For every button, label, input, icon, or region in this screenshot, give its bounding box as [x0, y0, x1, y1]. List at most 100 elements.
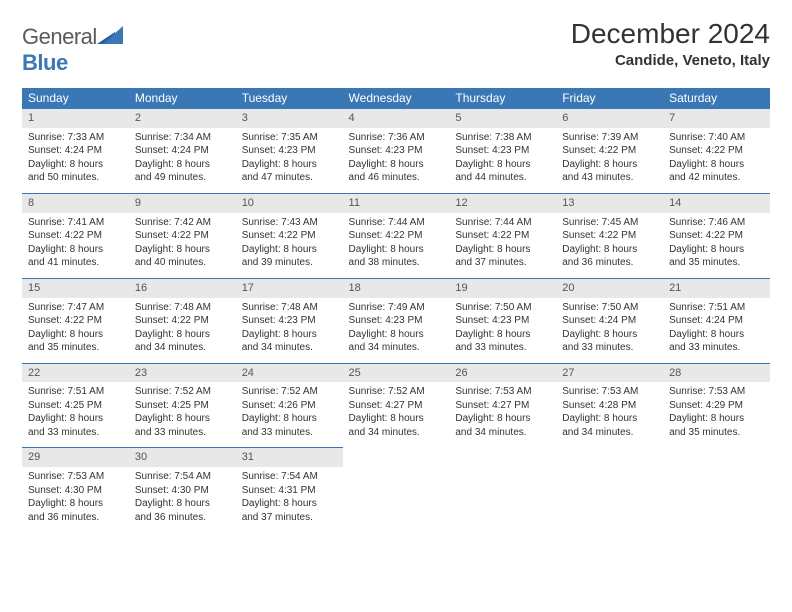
sunrise-text: Sunrise: 7:50 AM — [455, 301, 550, 315]
logo: GeneralBlue — [22, 18, 123, 76]
sunset-text: Sunset: 4:24 PM — [669, 314, 764, 328]
daylight-text-2: and 36 minutes. — [562, 256, 657, 270]
daylight-text-1: Daylight: 8 hours — [562, 243, 657, 257]
day-body: Sunrise: 7:45 AMSunset: 4:22 PMDaylight:… — [556, 213, 663, 278]
sunrise-text: Sunrise: 7:40 AM — [669, 131, 764, 145]
calendar-cell: 13Sunrise: 7:45 AMSunset: 4:22 PMDayligh… — [556, 193, 663, 278]
day-body: Sunrise: 7:35 AMSunset: 4:23 PMDaylight:… — [236, 128, 343, 193]
daylight-text-1: Daylight: 8 hours — [28, 158, 123, 172]
sunrise-text: Sunrise: 7:52 AM — [135, 385, 230, 399]
sunrise-text: Sunrise: 7:54 AM — [135, 470, 230, 484]
sunrise-text: Sunrise: 7:46 AM — [669, 216, 764, 230]
sunrise-text: Sunrise: 7:39 AM — [562, 131, 657, 145]
sunset-text: Sunset: 4:24 PM — [562, 314, 657, 328]
title-block: December 2024 Candide, Veneto, Italy — [571, 18, 770, 69]
daylight-text-1: Daylight: 8 hours — [28, 412, 123, 426]
logo-mark-icon — [97, 24, 123, 50]
daylight-text-1: Daylight: 8 hours — [562, 158, 657, 172]
day-number: 22 — [22, 363, 129, 383]
weekday-header: Thursday — [449, 88, 556, 108]
day-body: Sunrise: 7:48 AMSunset: 4:22 PMDaylight:… — [129, 298, 236, 363]
daylight-text-2: and 33 minutes. — [562, 341, 657, 355]
day-number: 25 — [343, 363, 450, 383]
daylight-text-2: and 33 minutes. — [455, 341, 550, 355]
sunset-text: Sunset: 4:22 PM — [562, 229, 657, 243]
sunrise-text: Sunrise: 7:42 AM — [135, 216, 230, 230]
daylight-text-2: and 46 minutes. — [349, 171, 444, 185]
calendar-cell — [663, 447, 770, 532]
sunrise-text: Sunrise: 7:33 AM — [28, 131, 123, 145]
daylight-text-1: Daylight: 8 hours — [455, 412, 550, 426]
day-number: 13 — [556, 193, 663, 213]
day-number: 19 — [449, 278, 556, 298]
calendar-cell — [449, 447, 556, 532]
day-body: Sunrise: 7:53 AMSunset: 4:28 PMDaylight:… — [556, 382, 663, 447]
day-number: 11 — [343, 193, 450, 213]
weekday-header: Sunday — [22, 88, 129, 108]
daylight-text-1: Daylight: 8 hours — [135, 243, 230, 257]
calendar-cell: 9Sunrise: 7:42 AMSunset: 4:22 PMDaylight… — [129, 193, 236, 278]
daylight-text-2: and 33 minutes. — [28, 426, 123, 440]
calendar-cell: 1Sunrise: 7:33 AMSunset: 4:24 PMDaylight… — [22, 108, 129, 193]
weekday-header: Monday — [129, 88, 236, 108]
sunrise-text: Sunrise: 7:38 AM — [455, 131, 550, 145]
sunrise-text: Sunrise: 7:45 AM — [562, 216, 657, 230]
weekday-header: Saturday — [663, 88, 770, 108]
sunset-text: Sunset: 4:22 PM — [28, 314, 123, 328]
sunset-text: Sunset: 4:23 PM — [455, 314, 550, 328]
page: GeneralBlue December 2024 Candide, Venet… — [0, 0, 792, 550]
sunrise-text: Sunrise: 7:53 AM — [28, 470, 123, 484]
sunrise-text: Sunrise: 7:48 AM — [135, 301, 230, 315]
daylight-text-2: and 39 minutes. — [242, 256, 337, 270]
sunset-text: Sunset: 4:27 PM — [349, 399, 444, 413]
sunrise-text: Sunrise: 7:54 AM — [242, 470, 337, 484]
daylight-text-1: Daylight: 8 hours — [349, 328, 444, 342]
day-body: Sunrise: 7:52 AMSunset: 4:27 PMDaylight:… — [343, 382, 450, 447]
daylight-text-2: and 33 minutes. — [135, 426, 230, 440]
sunrise-text: Sunrise: 7:51 AM — [28, 385, 123, 399]
daylight-text-1: Daylight: 8 hours — [455, 328, 550, 342]
sunset-text: Sunset: 4:31 PM — [242, 484, 337, 498]
daylight-text-1: Daylight: 8 hours — [242, 497, 337, 511]
weekday-header: Friday — [556, 88, 663, 108]
day-body: Sunrise: 7:51 AMSunset: 4:25 PMDaylight:… — [22, 382, 129, 447]
daylight-text-2: and 35 minutes. — [669, 426, 764, 440]
daylight-text-1: Daylight: 8 hours — [28, 328, 123, 342]
daylight-text-2: and 42 minutes. — [669, 171, 764, 185]
daylight-text-1: Daylight: 8 hours — [669, 243, 764, 257]
calendar-cell: 30Sunrise: 7:54 AMSunset: 4:30 PMDayligh… — [129, 447, 236, 532]
day-body: Sunrise: 7:42 AMSunset: 4:22 PMDaylight:… — [129, 213, 236, 278]
daylight-text-2: and 41 minutes. — [28, 256, 123, 270]
daylight-text-1: Daylight: 8 hours — [135, 412, 230, 426]
day-number: 6 — [556, 108, 663, 128]
daylight-text-1: Daylight: 8 hours — [28, 243, 123, 257]
day-body: Sunrise: 7:50 AMSunset: 4:23 PMDaylight:… — [449, 298, 556, 363]
daylight-text-2: and 34 minutes. — [349, 426, 444, 440]
day-number: 2 — [129, 108, 236, 128]
day-number: 12 — [449, 193, 556, 213]
sunrise-text: Sunrise: 7:41 AM — [28, 216, 123, 230]
calendar-cell: 8Sunrise: 7:41 AMSunset: 4:22 PMDaylight… — [22, 193, 129, 278]
calendar-cell: 2Sunrise: 7:34 AMSunset: 4:24 PMDaylight… — [129, 108, 236, 193]
sunset-text: Sunset: 4:22 PM — [28, 229, 123, 243]
day-number: 10 — [236, 193, 343, 213]
daylight-text-1: Daylight: 8 hours — [28, 497, 123, 511]
sunrise-text: Sunrise: 7:47 AM — [28, 301, 123, 315]
day-body: Sunrise: 7:41 AMSunset: 4:22 PMDaylight:… — [22, 213, 129, 278]
day-body: Sunrise: 7:53 AMSunset: 4:27 PMDaylight:… — [449, 382, 556, 447]
calendar-cell: 18Sunrise: 7:49 AMSunset: 4:23 PMDayligh… — [343, 278, 450, 363]
calendar-cell: 29Sunrise: 7:53 AMSunset: 4:30 PMDayligh… — [22, 447, 129, 532]
sunset-text: Sunset: 4:22 PM — [455, 229, 550, 243]
daylight-text-1: Daylight: 8 hours — [242, 412, 337, 426]
daylight-text-2: and 44 minutes. — [455, 171, 550, 185]
daylight-text-1: Daylight: 8 hours — [135, 328, 230, 342]
calendar-cell: 31 Sunrise: 7:54 AMSunset: 4:31 PMDayligh… — [236, 447, 343, 532]
day-body: Sunrise: 7:51 AMSunset: 4:24 PMDaylight:… — [663, 298, 770, 363]
day-body: Sunrise: 7:34 AMSunset: 4:24 PMDaylight:… — [129, 128, 236, 193]
day-number: 4 — [343, 108, 450, 128]
calendar-cell — [556, 447, 663, 532]
day-body: Sunrise: 7:54 AMSunset: 4:30 PMDaylight:… — [129, 467, 236, 532]
day-number: 16 — [129, 278, 236, 298]
day-number: 31 — [236, 447, 343, 467]
sunrise-text: Sunrise: 7:53 AM — [455, 385, 550, 399]
